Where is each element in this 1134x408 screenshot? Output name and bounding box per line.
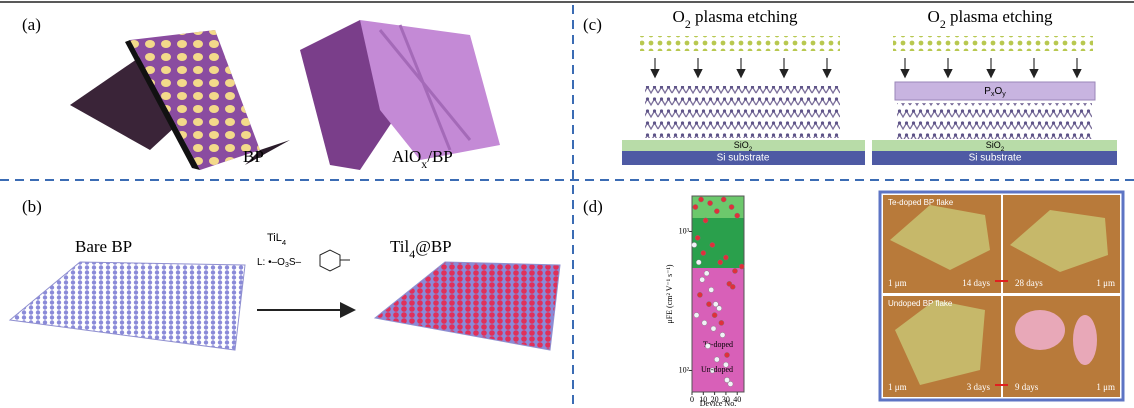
data-point (692, 242, 697, 247)
day-label: 9 days (1015, 382, 1039, 392)
data-point (693, 204, 698, 209)
illustration-polygon (375, 262, 560, 350)
data-point (717, 306, 722, 311)
data-point (732, 268, 737, 273)
subscript: y (1002, 91, 1006, 98)
caption: BP (243, 147, 264, 166)
illustration-polygon (320, 250, 340, 271)
data-point (694, 313, 699, 318)
legend-swatch (724, 352, 729, 357)
text-part: O (673, 7, 685, 26)
data-point (707, 201, 712, 206)
data-point (705, 343, 710, 348)
y-tick-label: 10³ (679, 226, 690, 235)
data-point (697, 292, 702, 297)
text-part: SiO (734, 140, 749, 150)
x-tick-label: 0 (690, 395, 694, 404)
illustration-g (905, 58, 1077, 76)
legend-label: Un-doped (701, 365, 733, 374)
data-point (714, 209, 719, 214)
data-point (706, 302, 711, 307)
illustration-rect (640, 36, 840, 51)
page: (a) BP AlOx/BP (b) Bare BP TiL4 L: •–O3S… (0, 0, 1134, 408)
illustration-ellipse (1073, 315, 1097, 365)
caption: Bare BP (75, 237, 132, 256)
text-part: TiL (267, 232, 282, 244)
text-part: O (928, 7, 940, 26)
layer-label: Si substrate (969, 153, 1022, 164)
text-part: AlO (392, 147, 421, 166)
panel-label: (a) (22, 15, 41, 34)
scale-label: 1 μm (1096, 278, 1115, 288)
panel-label: (b) (22, 197, 42, 216)
illustration-g (655, 58, 827, 76)
data-point (696, 260, 701, 265)
data-point (720, 332, 725, 337)
data-point (711, 326, 716, 331)
day-label: 28 days (1015, 278, 1043, 288)
data-point (718, 260, 723, 265)
data-point (698, 197, 703, 202)
data-point (704, 271, 709, 276)
afm-title: Te-doped BP flake (888, 198, 954, 207)
text-part: SiO (986, 140, 1001, 150)
y-tick-label: 10² (679, 365, 690, 374)
data-point (729, 204, 734, 209)
panel-label: (c) (583, 15, 602, 34)
afm-title: Undoped BP flake (888, 299, 953, 308)
caption: O2 plasma etching (673, 7, 798, 31)
text-part: /BP (427, 147, 453, 166)
text-part: plasma etching (946, 7, 1053, 26)
subscript: 4 (282, 238, 287, 247)
data-point (702, 320, 707, 325)
panel-b: (b) Bare BP TiL4 L: •–O3S– Til4@BP (10, 197, 560, 350)
day-label: 3 days (967, 382, 991, 392)
data-point (709, 287, 714, 292)
layer-label: Si substrate (717, 153, 770, 164)
scale-label: 1 μm (888, 382, 907, 392)
data-point (739, 264, 744, 269)
data-point (695, 235, 700, 240)
reagent: TiL4 (267, 232, 287, 247)
illustration-rect (897, 103, 1092, 139)
figure: (a) BP AlOx/BP (b) Bare BP TiL4 L: •–O3S… (0, 0, 1134, 408)
panel-d: (d) Te-doped BP flake Undoped BP flake 1… (583, 192, 1123, 408)
panel-label: (d) (583, 197, 603, 216)
data-point (712, 313, 717, 318)
illustration-polygon (10, 262, 245, 350)
day-label: 14 days (962, 278, 990, 288)
afm-grid: Te-doped BP flake Undoped BP flake 1 μm … (880, 192, 1123, 400)
legend-swatch (724, 377, 729, 382)
data-point (713, 302, 718, 307)
data-point (710, 242, 715, 247)
data-point (701, 250, 706, 255)
text-part: S– (289, 257, 302, 268)
panel-c: (c) O2 plasma etching SiO2 Si substrate … (583, 7, 1117, 165)
scale-label: 1 μm (888, 278, 907, 288)
text-part: plasma etching (691, 7, 798, 26)
data-point (721, 197, 726, 202)
illustration-ellipse (1015, 310, 1065, 350)
text-part: Til (390, 237, 410, 256)
y-axis-label: μFE (cm² V⁻¹ s⁻¹) (665, 264, 674, 323)
scale-label: 1 μm (1096, 382, 1115, 392)
text-part: L: •–O (257, 257, 285, 268)
ligand: L: •–O3S– (257, 257, 302, 270)
data-point (700, 277, 705, 282)
x-axis-label: Device No. (700, 399, 736, 408)
data-point (719, 320, 724, 325)
caption: O2 plasma etching (928, 7, 1053, 31)
caption: Til4@BP (390, 237, 452, 261)
data-point (735, 213, 740, 218)
data-point (723, 255, 728, 260)
data-point (714, 357, 719, 362)
illustration-rect (893, 36, 1093, 51)
panel-a: (a) BP AlOx/BP (22, 15, 500, 171)
data-point (703, 218, 708, 223)
data-point (730, 284, 735, 289)
text-part: @BP (415, 237, 451, 256)
illustration-rect (645, 86, 840, 138)
